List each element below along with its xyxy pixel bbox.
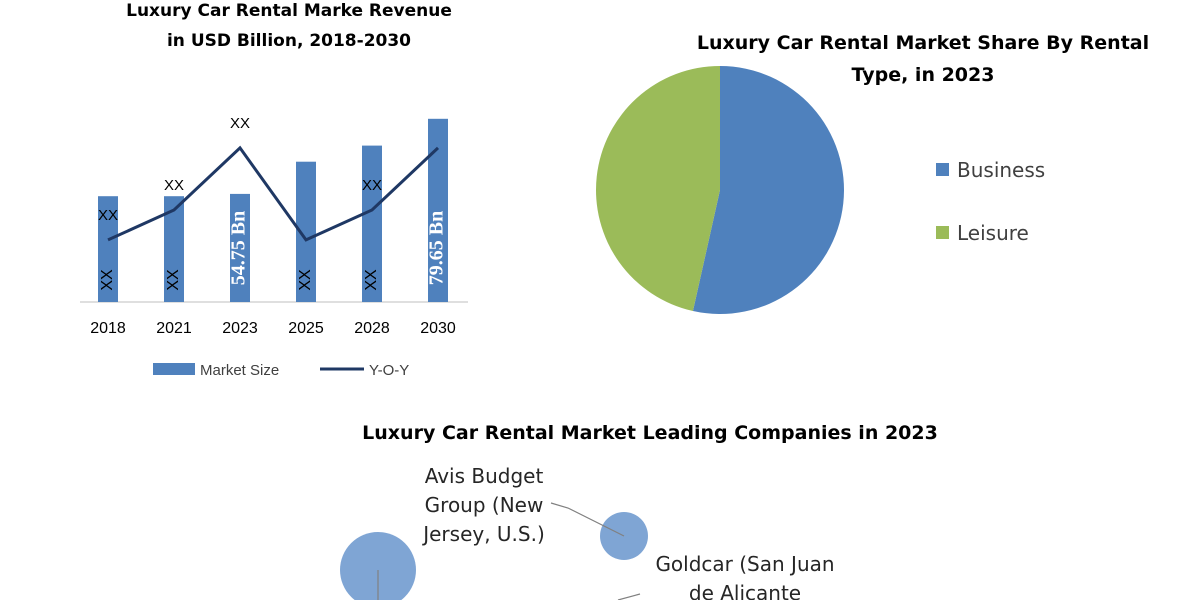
bar-2025 — [296, 161, 316, 302]
legend-label-leisure: Leisure — [957, 221, 1029, 245]
bar-2018 — [98, 196, 118, 302]
bar-2030 — [428, 118, 448, 303]
x-tick-2023: 2023 — [222, 320, 258, 337]
label-avis-line-1: Avis Budget — [425, 464, 544, 488]
legend-swatch-market-size — [153, 363, 195, 375]
bubble-chart-title: Luxury Car Rental Market Leading Compani… — [362, 422, 938, 444]
yoy-line-layer: XX XX 54.75 Bn XX XX 79.65 Bn XX XX XX XX — [98, 115, 448, 291]
pie-chart-title-line-2: Type, in 2023 — [852, 64, 995, 86]
bar-2023 — [230, 193, 250, 302]
bar-2028 — [362, 145, 382, 302]
legend-label-market-size: Market Size — [200, 362, 279, 379]
bar-value-label-2023: 54.75 Bn — [228, 211, 250, 285]
x-tick-2021: 2021 — [156, 320, 192, 337]
bar-value-label-2021: XX — [165, 269, 182, 291]
x-tick-2028: 2028 — [354, 320, 390, 337]
legend-swatch-leisure — [936, 226, 949, 239]
revenue-bar-chart: Luxury Car Rental Marke Revenue in USD B… — [80, 1, 468, 379]
legend-label-yoy: Y-O-Y — [369, 362, 409, 379]
x-tick-2025: 2025 — [288, 320, 324, 337]
bar-chart-title-line-2: in USD Billion, 2018-2030 — [167, 31, 411, 51]
bubble-large — [340, 532, 416, 600]
pie-slices — [596, 66, 844, 315]
yoy-series-line — [107, 145, 440, 242]
pie-legend: Business Leisure — [936, 158, 1045, 245]
yoy-point-label-2028: XX — [362, 177, 382, 194]
label-avis-line-2: Group (New — [425, 493, 544, 517]
yoy-point-label-2021: XX — [164, 177, 184, 194]
legend-swatch-business — [936, 163, 949, 176]
yoy-point-label-2018: XX — [98, 207, 118, 224]
bar-value-label-2028: XX — [363, 269, 380, 291]
x-tick-2030: 2030 — [420, 320, 456, 337]
bubble-goldcar-leader — [617, 593, 641, 600]
bar-value-label-2030: 79.65 Bn — [426, 211, 448, 285]
x-tick-2018: 2018 — [90, 320, 126, 337]
x-tick-labels: 2018 2021 2023 2025 2028 2030 — [90, 320, 456, 337]
bubble-avis-leader — [550, 502, 625, 537]
label-goldcar-line-1: Goldcar (San Juan — [655, 552, 834, 576]
bar-chart-title-line-1: Luxury Car Rental Marke Revenue — [126, 1, 452, 21]
label-avis-line-3: Jersey, U.S.) — [421, 522, 545, 546]
leading-companies-bubble-chart: Luxury Car Rental Market Leading Compani… — [340, 422, 938, 600]
bar-value-label-2018: XX — [99, 269, 116, 291]
pie-chart-title-line-1: Luxury Car Rental Market Share By Rental — [697, 32, 1149, 54]
yoy-point-label-2023: XX — [230, 115, 250, 132]
bar-chart-legend: Market Size Y-O-Y — [153, 362, 409, 379]
pie-slice-leisure — [596, 66, 720, 312]
legend-label-business: Business — [957, 158, 1045, 182]
bar-value-label-2025: XX — [297, 269, 314, 291]
bars-layer — [98, 118, 448, 303]
bar-2021 — [164, 196, 184, 302]
label-goldcar-line-2: de Alicante — [689, 581, 801, 600]
rental-type-pie-chart: Luxury Car Rental Market Share By Rental… — [596, 32, 1149, 315]
pie-slice-business — [692, 66, 844, 315]
